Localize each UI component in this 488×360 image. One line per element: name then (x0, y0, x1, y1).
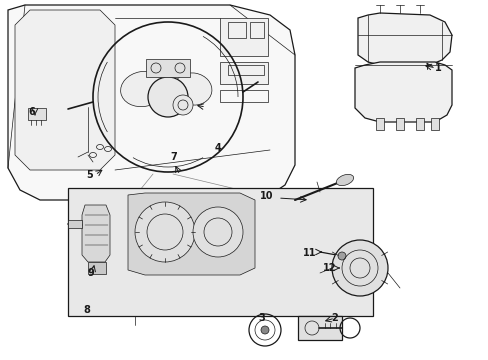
Circle shape (261, 326, 268, 334)
Text: 12: 12 (323, 263, 336, 273)
Ellipse shape (336, 174, 353, 186)
Ellipse shape (174, 73, 211, 105)
Ellipse shape (121, 71, 165, 107)
Text: 9: 9 (87, 268, 94, 278)
Bar (146, 59, 190, 77)
Text: 5: 5 (86, 170, 93, 180)
Text: 7: 7 (170, 152, 177, 162)
Bar (28, 108, 46, 120)
Bar (249, 22, 264, 38)
Bar (430, 118, 438, 130)
Bar (375, 118, 383, 130)
Bar (68, 188, 372, 316)
Bar (415, 118, 423, 130)
Circle shape (173, 95, 193, 115)
Bar (395, 118, 403, 130)
Text: 10: 10 (260, 191, 273, 201)
Bar (68, 220, 82, 228)
Text: 11: 11 (303, 248, 316, 258)
Text: 3: 3 (258, 313, 265, 323)
Text: 8: 8 (83, 305, 90, 315)
Circle shape (148, 77, 187, 117)
Bar (88, 262, 106, 274)
Circle shape (193, 207, 243, 257)
Bar (220, 62, 267, 84)
Polygon shape (354, 62, 451, 122)
Polygon shape (128, 193, 254, 275)
Bar (220, 18, 267, 56)
Text: 6: 6 (29, 107, 35, 117)
Text: 4: 4 (214, 143, 221, 153)
Polygon shape (15, 10, 115, 170)
Circle shape (337, 252, 346, 260)
Bar (227, 22, 245, 38)
Polygon shape (8, 5, 294, 200)
Text: 2: 2 (331, 313, 338, 323)
Polygon shape (82, 205, 110, 262)
Circle shape (331, 240, 387, 296)
Polygon shape (357, 13, 451, 65)
Circle shape (135, 202, 195, 262)
Bar (220, 90, 267, 102)
Bar (297, 316, 341, 340)
Text: 1: 1 (434, 63, 441, 73)
Bar (227, 65, 264, 75)
